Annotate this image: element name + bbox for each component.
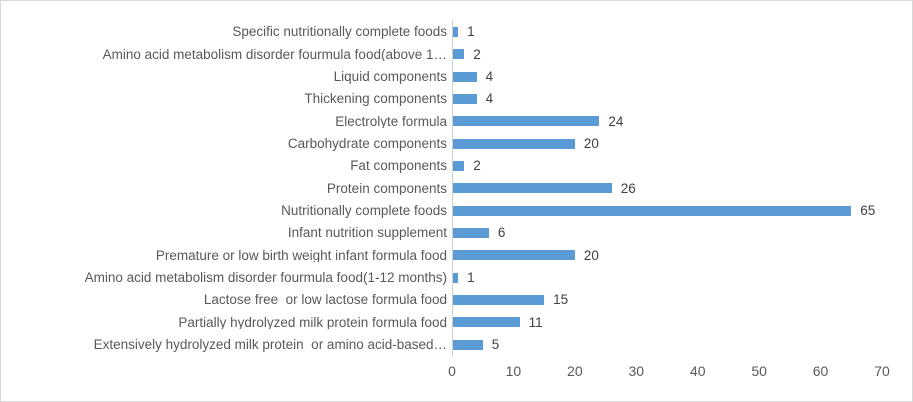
value-label: 11	[528, 314, 543, 330]
bar	[452, 49, 465, 60]
x-tick-label: 50	[751, 363, 767, 379]
category-label: Electrolyte formula	[335, 114, 447, 129]
x-tick-label: 30	[628, 363, 645, 379]
category-label: Specific nutritionally complete foods	[232, 25, 447, 39]
bar-row: Partially hydrolyzed milk protein formul…	[1, 311, 912, 333]
bar-row: Premature or low birth weight infant for…	[1, 244, 912, 266]
bar-row: Protein components 26	[1, 177, 912, 199]
value-label: 4	[485, 91, 494, 107]
plot-rows: Specific nutritionally complete foods 1 Am…	[1, 21, 912, 356]
bar-row: Nutritionally complete foods 65	[1, 200, 912, 222]
value-label: 20	[583, 247, 599, 263]
x-tick-label: 10	[505, 363, 522, 379]
bar-row: Carbohydrate components 20	[1, 133, 912, 155]
value-label: 15	[553, 292, 569, 308]
bar	[452, 71, 477, 82]
category-label: Lactose free or low lactose formula food	[203, 293, 447, 307]
bar	[452, 339, 483, 350]
category-label: Fat components	[350, 159, 447, 173]
bar-row: Fat components 2	[1, 155, 912, 177]
category-label: Amino acid metabolism disorder fourmula …	[84, 271, 447, 285]
value-label: 2	[473, 46, 481, 62]
bar	[452, 94, 477, 105]
bar	[452, 317, 520, 328]
x-tick-label: 20	[567, 363, 583, 379]
bar-row: Electrolyte formula 24	[1, 110, 912, 132]
category-label: Premature or low birth weight infant for…	[155, 248, 447, 263]
category-label: Carbohydrate components	[287, 137, 447, 151]
bar	[452, 161, 465, 172]
category-label: Extensively hydrolyzed milk protein or a…	[93, 338, 447, 352]
category-label: Infant nutrition supplement	[287, 226, 447, 240]
x-tick-label: 60	[812, 363, 829, 379]
value-label: 65	[860, 203, 876, 219]
bar-row: Extensively hydrolyzed milk protein or a…	[1, 334, 912, 356]
bar	[452, 228, 489, 239]
bar-row: Lactose free or low lactose formula food…	[1, 289, 912, 311]
value-label: 1	[467, 270, 475, 286]
bar	[452, 250, 575, 261]
bar	[452, 295, 545, 306]
bar	[452, 205, 852, 216]
y-axis-line	[452, 20, 453, 357]
bar-row: Liquid components 4	[1, 66, 912, 88]
value-label: 24	[608, 113, 624, 129]
category-label: Protein components	[326, 181, 447, 196]
bar-row: Amino acid metabolism disorder fourmula …	[1, 267, 912, 289]
category-label: Thickening components	[304, 92, 447, 106]
value-label: 6	[497, 225, 506, 241]
value-label: 2	[473, 158, 481, 174]
value-label: 20	[583, 136, 599, 152]
bar	[452, 27, 459, 38]
category-label: Nutritionally complete foods	[281, 204, 447, 218]
value-label: 1	[467, 24, 475, 40]
bar	[452, 183, 612, 194]
x-tick-label: 0	[448, 363, 456, 379]
value-label: 4	[485, 69, 494, 85]
bar-row: Amino acid metabolism disorder fourmula …	[1, 43, 912, 65]
value-label: 26	[620, 180, 636, 196]
bar-row: Thickening components 4	[1, 88, 912, 110]
value-label: 5	[491, 337, 500, 352]
category-label: Partially hydrolyzed milk protein formul…	[178, 315, 447, 330]
category-label: Liquid components	[333, 70, 447, 84]
bar-row: Specific nutritionally complete foods 1	[1, 21, 912, 43]
bar-row: Infant nutrition supplement 6	[1, 222, 912, 244]
category-label: Amino acid metabolism disorder fourmula …	[102, 47, 447, 62]
x-tick-label: 70	[874, 363, 890, 379]
bar	[452, 116, 600, 127]
bar	[452, 138, 575, 149]
bar	[452, 272, 459, 283]
x-axis: 0 10 20 30 40 50 60 70	[1, 363, 912, 385]
x-tick-label: 40	[689, 363, 706, 379]
